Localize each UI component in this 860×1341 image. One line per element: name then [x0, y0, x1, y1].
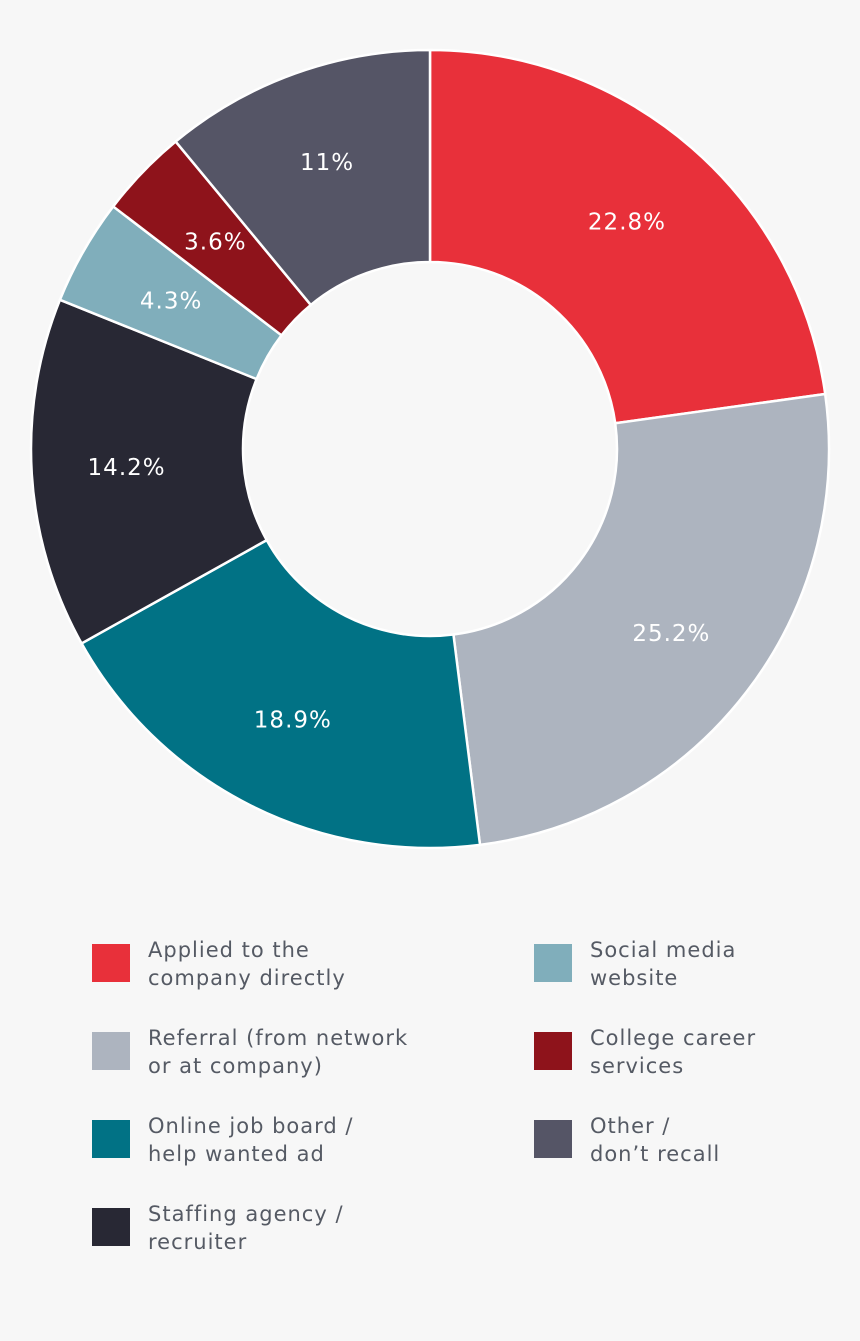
- donut-slice-6: [174, 48, 432, 307]
- legend-label-college-career: College career services: [590, 1024, 756, 1080]
- legend-line: Applied to the: [148, 938, 310, 962]
- legend-swatch-applied: [92, 944, 130, 982]
- slice-label-4: 4.3%: [140, 288, 202, 314]
- slice-label-2: 18.9%: [254, 707, 332, 733]
- legend-line: company directly: [148, 966, 346, 990]
- donut-slice-2: [80, 538, 482, 850]
- legend-label-online-job-board: Online job board / help wanted ad: [148, 1112, 354, 1168]
- slice-label-1: 25.2%: [632, 621, 710, 647]
- slice-label-3: 14.2%: [88, 455, 166, 481]
- legend-item-staffing-agency: Staffing agency / recruiter: [92, 1200, 344, 1256]
- legend-swatch-college-career: [534, 1032, 572, 1070]
- slice-label-5: 3.6%: [184, 229, 246, 255]
- slice-label-0: 22.8%: [588, 210, 666, 236]
- legend-label-applied: Applied to the company directly: [148, 936, 346, 992]
- legend-swatch-referral: [92, 1032, 130, 1070]
- legend-item-social-media: Social media website: [534, 936, 736, 992]
- legend-item-applied: Applied to the company directly: [92, 936, 346, 992]
- legend-line: Social media: [590, 938, 737, 962]
- legend-line: College career: [590, 1026, 757, 1050]
- legend-label-referral: Referral (from network or at company): [148, 1024, 408, 1080]
- legend-line: Online job board /: [148, 1114, 354, 1138]
- legend-label-social-media: Social media website: [590, 936, 736, 992]
- donut-slice-3: [29, 298, 268, 645]
- legend-label-other: Other / don’t recall: [590, 1112, 720, 1168]
- legend-item-referral: Referral (from network or at company): [92, 1024, 408, 1080]
- legend-swatch-other: [534, 1120, 572, 1158]
- legend-line: or at company): [148, 1054, 323, 1078]
- legend-line: Referral (from network: [148, 1026, 409, 1050]
- legend-swatch-online-job-board: [92, 1120, 130, 1158]
- legend-line: website: [590, 966, 679, 990]
- legend-item-college-career: College career services: [534, 1024, 756, 1080]
- legend-line: don’t recall: [590, 1142, 721, 1166]
- slice-label-6: 11%: [300, 150, 354, 176]
- legend-line: Staffing agency /: [148, 1202, 344, 1226]
- legend-swatch-social-media: [534, 944, 572, 982]
- donut-chart: 22.8% 25.2% 18.9% 14.2% 4.3% 3.6% 11%: [29, 48, 831, 850]
- legend-line: recruiter: [148, 1230, 248, 1254]
- donut-slice-0: [428, 48, 827, 425]
- legend-line: help wanted ad: [148, 1142, 325, 1166]
- legend-line: services: [590, 1054, 685, 1078]
- legend-label-staffing-agency: Staffing agency / recruiter: [148, 1200, 344, 1256]
- legend-line: Other /: [590, 1114, 671, 1138]
- donut-slice-1: [452, 392, 831, 847]
- legend-swatch-staffing-agency: [92, 1208, 130, 1246]
- legend-item-online-job-board: Online job board / help wanted ad: [92, 1112, 354, 1168]
- legend-item-other: Other / don’t recall: [534, 1112, 720, 1168]
